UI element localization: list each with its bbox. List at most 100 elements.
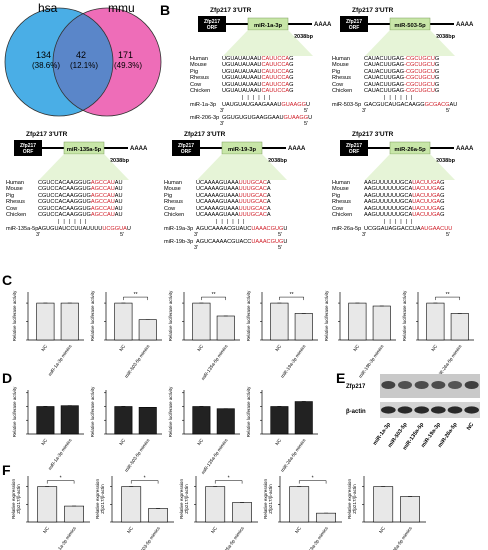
mirna-seed: AUGAACUU	[420, 225, 453, 232]
zoom-wedge	[39, 154, 129, 180]
seq-segment: UCAAAAGUAAA	[196, 186, 239, 193]
polya-tail: AAAA	[456, 146, 474, 152]
seq-segment: AU	[114, 192, 123, 199]
strand-5prime: 5'	[278, 245, 283, 251]
bar-mimic	[316, 512, 336, 523]
seq-segment: G	[440, 180, 445, 186]
y-axis-label: Relative luciferase activity	[168, 290, 173, 341]
significance-bracket	[435, 296, 461, 301]
seq-segment: G	[289, 88, 294, 94]
mirna-row: miR-19b-3p AGUCAAAACGUACCUAAACGUGU	[164, 239, 287, 245]
species-name: Chicken	[6, 212, 27, 218]
alignment-row: Chicken UCAAAAGUAAAUUUGCACA	[164, 212, 271, 218]
seq-segment: G	[440, 212, 445, 218]
x-label-mimic: miR-1a-3p mimics	[47, 343, 73, 377]
alignment-row: Pig CGUCCACAAGGUGAGCCAUAU	[6, 193, 123, 199]
venn-diagram: hsa mmu 134 (38.6%) 42 (12.1%) 171 (49.3…	[4, 1, 162, 117]
y-axis-label: Zfp217/β-actin	[100, 484, 105, 514]
x-label-mimic: miR-503-5p mimics	[124, 437, 151, 473]
alignment-row: Cow AAGUUUUUUGCAUACUUGAG	[332, 206, 445, 212]
x-label-mimic: miR-26a-5p mimics	[386, 525, 413, 550]
venn-right-count: 171	[118, 50, 133, 60]
alignment-row: Cow UCAAAAGUAAAUUUGCACA	[164, 206, 271, 212]
panel-letter-d: D	[2, 370, 13, 386]
species-name: Rhesus	[190, 75, 209, 82]
x-label-mimic: miR-1a-3p mimics	[52, 525, 78, 550]
mirna-seq: U	[283, 225, 288, 232]
mirna-seq: AGUGUAUCCUUAUUUU	[38, 225, 103, 232]
seq-segment: AU	[114, 186, 123, 193]
mir-site-label: miR-1a-3p	[254, 23, 282, 29]
alignment-row: Human UCAAAAGUAAAUUUGCACA	[164, 180, 271, 186]
orf-label-2: ORF	[207, 25, 218, 31]
x-label-nc: NC	[196, 437, 204, 446]
significance-bracket	[123, 296, 149, 301]
seq-segment: UCAAAAGUAAA	[196, 205, 239, 212]
seed-match: AGCCAU	[90, 186, 115, 193]
x-label-nc: NC	[378, 525, 386, 534]
utr-title: Zfp217 3'UTR	[184, 131, 226, 138]
orf-box	[14, 140, 42, 156]
alignment-row: Mouse CAUACUUGAG-CGCUGCUG	[332, 62, 439, 68]
x-label-nc: NC	[118, 437, 126, 446]
seed-match: AGCCAU	[90, 212, 115, 218]
y-axis-label: Relative luciferase activity	[12, 290, 17, 341]
species-name: Human	[164, 180, 183, 186]
species-name: Pig	[332, 68, 341, 75]
luciferase-chart-c-1: Relative luciferase activity NCmiR-503-5p…	[90, 290, 162, 379]
y-axis-label: Relative luciferase activity	[402, 290, 407, 341]
alignment-row: Rhesus UGUAUAUAAUCAUUCCAG	[190, 75, 294, 81]
y-axis-label: Relative luciferase activity	[90, 386, 95, 437]
seq-segment: AAGUUUUUUGCA	[364, 192, 413, 199]
bar-mimic	[60, 302, 79, 341]
expression-chart-f-4: Relative expression Zfp217/β-actin NC miR-2…	[347, 476, 426, 550]
mirna-seq: AGUCAAAACGUACC	[196, 238, 252, 245]
alignment-row: Pig CAUACUUGAG-CGCUGCUG	[332, 69, 439, 75]
strand-3prime: 3'	[220, 107, 225, 114]
band-zfp217	[414, 381, 429, 389]
bar-mimic	[400, 496, 420, 523]
panel-letter-c: C	[2, 272, 13, 288]
seq-segment: AAGUUUUUUGCA	[364, 186, 413, 193]
venn-label-hsa: hsa	[38, 1, 58, 15]
species-name: Mouse	[190, 62, 207, 69]
seed-match: -CGCUGCU	[404, 75, 435, 82]
significance-bracket	[279, 296, 305, 301]
alignment-row: Pig UGUAUAUAAUCAUUCCAG	[190, 69, 294, 75]
strand-5prime: 5'	[278, 231, 283, 238]
seed-match: UUUGCAC	[238, 186, 267, 193]
mirna-row: miR-206-3p GGUGUGUGAAGGAAUGUAAGGU	[190, 115, 312, 121]
strand-3prime: 3'	[362, 231, 367, 238]
strand-3prime: 3'	[194, 245, 199, 251]
species-name: Rhesus	[164, 199, 183, 206]
y-axis-label: Relative expression	[95, 479, 100, 520]
bar-mimic	[232, 502, 252, 523]
seq-segment: CGUCCACAAGGUG	[38, 192, 91, 199]
significance-mark: *	[312, 476, 314, 482]
seq-segment: UGUAUAUAAU	[222, 75, 262, 82]
x-label-mimic: miR-19a-3p mimics	[302, 525, 329, 550]
blot-strip-zfp217	[380, 374, 480, 398]
alignment-row: Human AAGUUUUUUGCAUACUUGAG	[332, 180, 445, 186]
x-label-mimic: miR-1a-3p mimics	[47, 437, 73, 471]
bar-nc	[36, 302, 55, 341]
seed-match: -CGCUGCU	[404, 56, 435, 62]
mir-site-label: miR-26a-5p	[394, 147, 426, 153]
x-label-nc: NC	[352, 343, 360, 352]
zoom-wedge	[365, 154, 455, 180]
seq-segment: G	[289, 81, 294, 88]
species-name: Chicken	[164, 212, 185, 218]
bar-nc	[270, 302, 289, 341]
alignment-row: Mouse UCAAAAGUAAAUUUGCACA	[164, 186, 271, 192]
mirna-name: miR-503-5p	[332, 101, 362, 108]
y-axis-label: Relative luciferase activity	[246, 386, 251, 437]
y-axis-label: Relative luciferase activity	[90, 290, 95, 341]
strand-5prime: 5'	[120, 231, 125, 238]
strand-3prime: 3'	[362, 107, 367, 114]
alignment-row: Rhesus AAGUUUUUUGCAUACUUGAG	[332, 199, 445, 205]
y-axis-label: Relative luciferase activity	[12, 386, 17, 437]
band-actin	[447, 406, 463, 414]
bar-nc	[114, 302, 133, 341]
significance-mark: *	[144, 476, 146, 482]
